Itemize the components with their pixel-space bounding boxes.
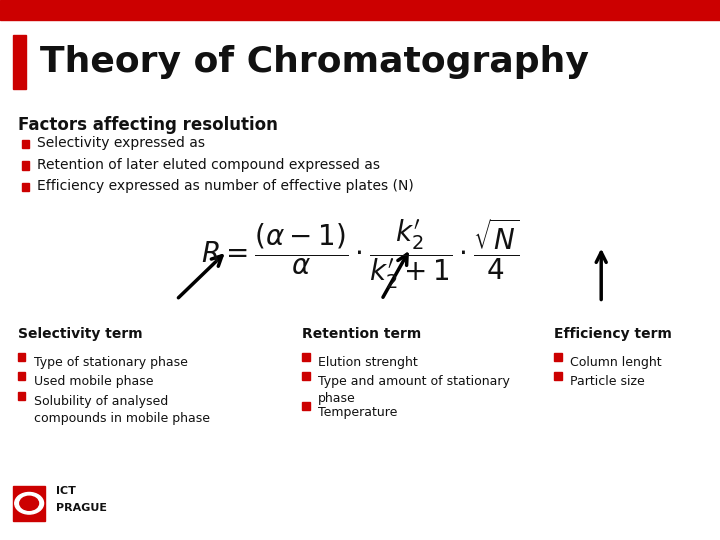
Text: PRAGUE: PRAGUE <box>56 503 107 514</box>
Text: Column lenght: Column lenght <box>570 356 662 369</box>
Text: Type of stationary phase: Type of stationary phase <box>34 356 188 369</box>
Text: Elution strenght: Elution strenght <box>318 356 418 369</box>
Text: Theory of Chromatography: Theory of Chromatography <box>40 45 588 79</box>
Text: $R = \dfrac{(\alpha - 1)}{\alpha} \cdot \dfrac{k^{\prime}_{2}}{k^{\prime}_{2} + : $R = \dfrac{(\alpha - 1)}{\alpha} \cdot … <box>201 217 519 291</box>
Text: Selectivity expressed as: Selectivity expressed as <box>37 136 210 150</box>
Text: Particle size: Particle size <box>570 375 645 388</box>
Text: Selectivity term: Selectivity term <box>18 327 143 341</box>
Text: ICT: ICT <box>56 486 76 496</box>
Text: Retention term: Retention term <box>302 327 422 341</box>
Text: Retention of later eluted compound expressed as: Retention of later eluted compound expre… <box>37 158 384 172</box>
Text: Used mobile phase: Used mobile phase <box>34 375 153 388</box>
Text: Solubility of analysed
compounds in mobile phase: Solubility of analysed compounds in mobi… <box>34 395 210 426</box>
Text: Temperature: Temperature <box>318 406 397 419</box>
Text: Efficiency expressed as number of effective plates (N): Efficiency expressed as number of effect… <box>37 179 414 193</box>
Text: Efficiency term: Efficiency term <box>554 327 672 341</box>
Text: Factors affecting resolution: Factors affecting resolution <box>18 116 278 134</box>
Text: Type and amount of stationary
phase: Type and amount of stationary phase <box>318 375 510 406</box>
